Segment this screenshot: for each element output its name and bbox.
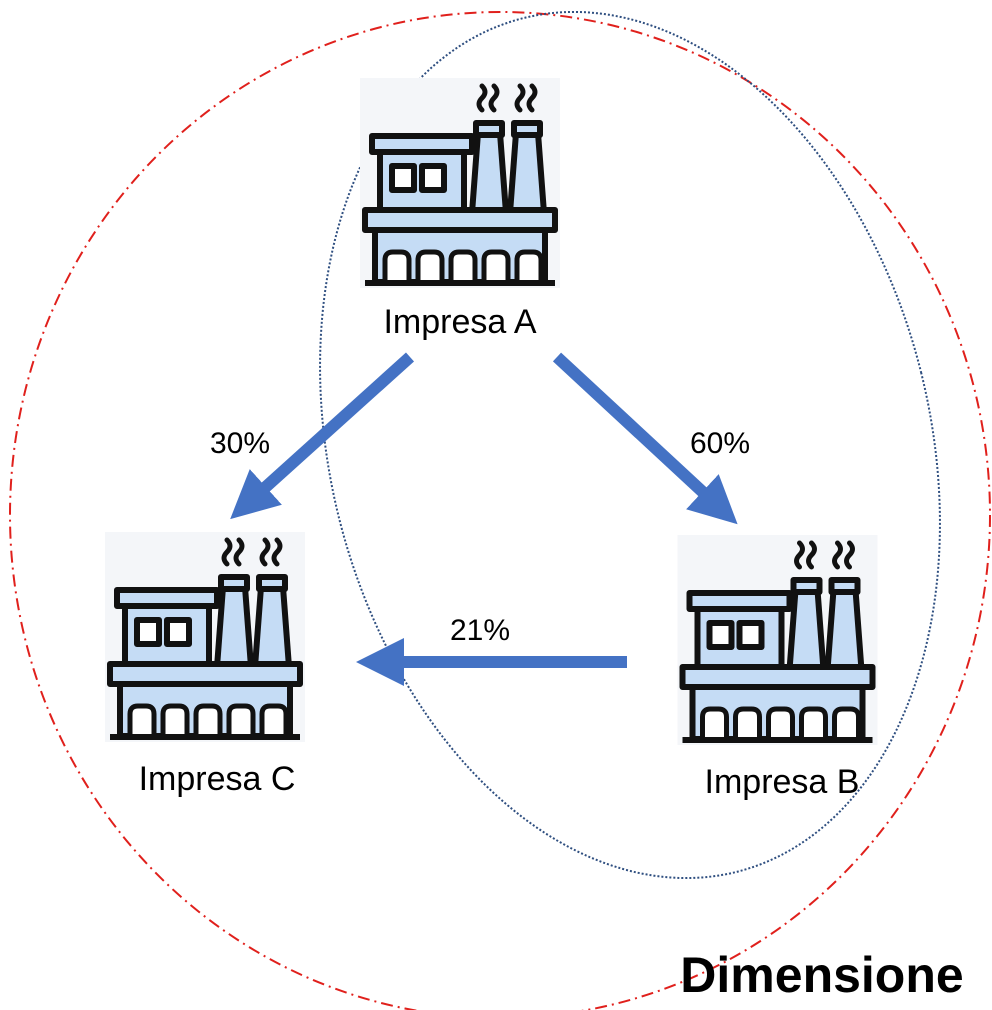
arrow [552, 352, 738, 525]
node-label: Impresa B [705, 763, 860, 801]
inner-boundary [319, 10, 941, 880]
factory-icon [678, 535, 878, 745]
caption: Dimensione [680, 947, 963, 1003]
edge-label: 30% [210, 427, 270, 460]
edge-label: 60% [690, 427, 750, 460]
arrow [230, 352, 415, 520]
edge-label: 21% [450, 614, 510, 647]
factory-icon [360, 78, 560, 288]
factory-icon [105, 532, 305, 742]
node-label: Impresa C [139, 760, 296, 798]
node-label: Impresa A [383, 303, 536, 341]
outer-boundary [9, 11, 991, 1010]
